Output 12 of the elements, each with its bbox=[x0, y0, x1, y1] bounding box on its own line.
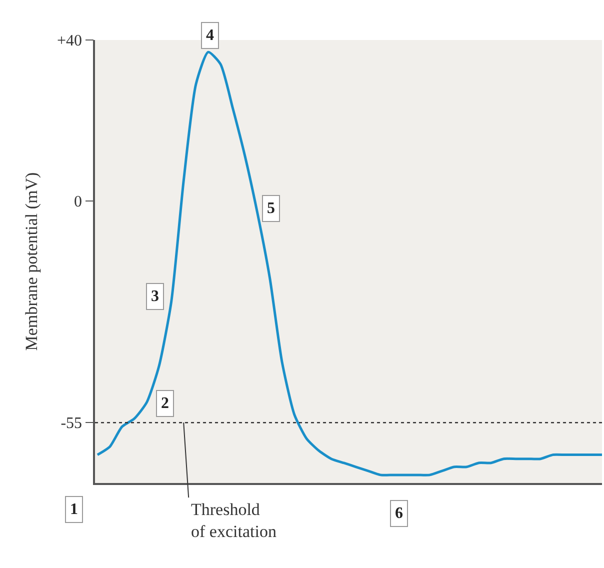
y-tick-label: -55 bbox=[60, 415, 82, 432]
annotation: 5 bbox=[267, 200, 275, 217]
annotation: 2 bbox=[161, 395, 169, 412]
y-axis-title: Membrane potential (mV) bbox=[22, 172, 42, 351]
text: 1 bbox=[70, 501, 78, 518]
annotation: 4 bbox=[206, 27, 214, 44]
ref-line-label: Threshold of excitation bbox=[191, 500, 277, 542]
line-series bbox=[96, 50, 602, 476]
y-tick-label: +40 bbox=[57, 32, 82, 50]
annotation: 3 bbox=[151, 288, 159, 305]
text: 6 bbox=[395, 505, 403, 522]
y-tick-label: 0 bbox=[74, 194, 82, 211]
